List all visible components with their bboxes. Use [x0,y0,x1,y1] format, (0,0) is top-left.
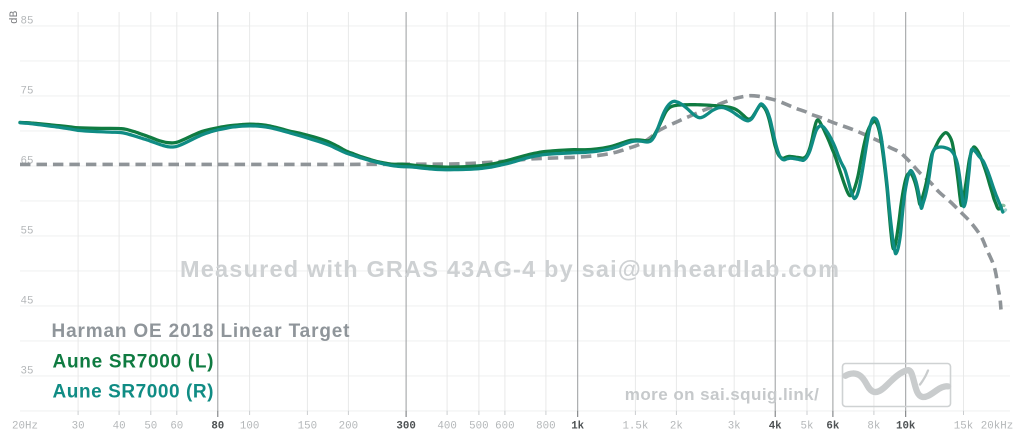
svg-text:dB: dB [9,10,21,24]
svg-text:Aune SR7000 (R): Aune SR7000 (R) [53,382,214,403]
svg-text:4k: 4k [769,420,782,432]
svg-text:10k: 10k [896,420,916,432]
svg-text:600: 600 [495,420,514,432]
svg-text:Aune SR7000 (L): Aune SR7000 (L) [53,352,214,373]
svg-text:75: 75 [21,86,34,98]
svg-text:400: 400 [437,420,456,432]
svg-text:300: 300 [396,420,415,432]
svg-text:85: 85 [21,16,34,28]
svg-text:more on sai.squig.link/: more on sai.squig.link/ [625,385,819,404]
svg-text:55: 55 [21,226,34,238]
svg-text:8k: 8k [867,420,880,432]
svg-text:50: 50 [144,420,157,432]
svg-text:200: 200 [339,420,358,432]
svg-text:60: 60 [170,420,183,432]
svg-text:Harman OE 2018 Linear Target: Harman OE 2018 Linear Target [52,321,351,342]
svg-text:1.5k: 1.5k [622,420,648,432]
svg-text:2k: 2k [670,420,683,432]
svg-text:1k: 1k [571,420,584,432]
svg-text:30: 30 [72,420,85,432]
svg-text:5k: 5k [801,420,814,432]
svg-text:150: 150 [298,420,317,432]
svg-text:15k: 15k [954,420,973,432]
svg-text:Measured with GRAS 43AG-4 by s: Measured with GRAS 43AG-4 by sai@unheard… [180,256,839,282]
svg-text:20Hz: 20Hz [12,420,38,432]
svg-text:35: 35 [21,366,34,378]
svg-text:800: 800 [536,420,555,432]
svg-text:20kHz: 20kHz [981,420,1013,432]
svg-text:45: 45 [21,296,34,308]
svg-text:6k: 6k [826,420,839,432]
svg-text:3k: 3k [728,420,741,432]
svg-text:500: 500 [469,420,488,432]
svg-text:80: 80 [211,420,224,432]
svg-text:100: 100 [240,420,259,432]
svg-text:40: 40 [113,420,126,432]
